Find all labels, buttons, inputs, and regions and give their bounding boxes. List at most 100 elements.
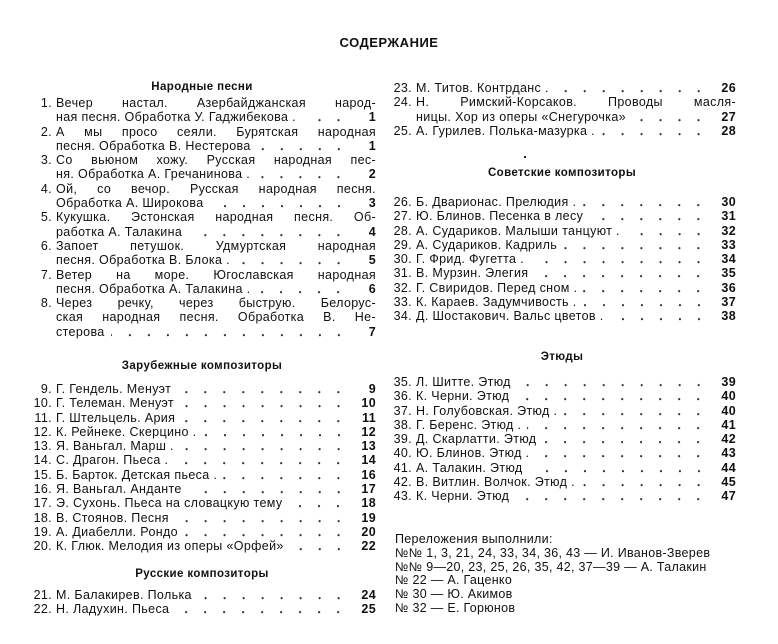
page-title: СОДЕРЖАНИЕ bbox=[339, 35, 439, 50]
entry-title: Г. Свиридов. Перед сном . bbox=[416, 280, 578, 295]
entry-title: Н. Голубовская. Этюд . bbox=[416, 403, 558, 418]
toc-entry: 20. К. Глюк. Мелодия из оперы «Орфей» 22 bbox=[28, 539, 376, 554]
page-number: 5 bbox=[368, 253, 376, 268]
entry-title: Д. Скарлатти. Этюд bbox=[416, 432, 537, 447]
entry-title: Г. Телеман. Менуэт bbox=[56, 396, 174, 411]
page-number: 2 bbox=[368, 167, 376, 182]
dot-leader bbox=[223, 467, 348, 483]
toc-entry: 40. Ю. Блинов. Этюд . 43 bbox=[388, 446, 736, 461]
entry-line: 24. Н. Римский-Корсаков. Проводы масля- bbox=[388, 95, 736, 109]
entry-line: 8. Через речку, через быструю. Белорус- bbox=[28, 296, 376, 310]
entry-line: 11. Г. Штельцель. Ария 11 bbox=[28, 410, 376, 425]
page-number: 26 bbox=[721, 81, 736, 95]
entry-line: 19. А. Диабелли. Рондо 20 bbox=[28, 524, 376, 540]
entry-title: Запоет петушок. Удмуртская народная bbox=[56, 238, 376, 253]
toc-entry: 37. Н. Голубовская. Этюд . 40 bbox=[388, 403, 736, 418]
section-heading: Этюды bbox=[540, 351, 584, 363]
page-number: 28 bbox=[721, 123, 736, 138]
dot-leader bbox=[187, 482, 348, 497]
entry-title: ная песня. Обработка У. Гаджибекова . bbox=[56, 110, 296, 125]
entry-line: песня. Обработка В. Нестерова 1 bbox=[28, 138, 376, 154]
entry-list: 26. Б. Дварионас. Прелюдия . 30 27. Ю. Блино… bbox=[388, 195, 736, 324]
entry-line: 28. А. Судариков. Малыши танцуют . 32 bbox=[388, 223, 736, 238]
entry-line: 30. Г. Фрид. Фугетта . 34 bbox=[388, 252, 736, 267]
entry-list: 21. М. Балакирев. Полька 24 22. Н. Ладухин. … bbox=[28, 588, 376, 617]
entry-number: 41. bbox=[393, 460, 412, 475]
toc-entry: 9. Г. Гендель. Менуэт 9 bbox=[28, 382, 376, 397]
dot-leader bbox=[174, 510, 348, 525]
entry-number: 18. bbox=[33, 510, 52, 525]
entry-title: Кукушка. Эстонская народная песня. Об- bbox=[56, 210, 376, 225]
entry-title: М. Балакирев. Полька bbox=[56, 588, 192, 602]
dot-leader bbox=[631, 109, 708, 124]
toc-entry: 43. К. Черни. Этюд 47 bbox=[388, 489, 736, 504]
toc-entry: 27. Ю. Блинов. Песенка в лесу 31 bbox=[388, 209, 736, 224]
entry-title: Г. Фрид. Фугетта . bbox=[416, 252, 524, 267]
entry-number: 15. bbox=[33, 467, 52, 482]
dot-leader bbox=[209, 196, 348, 211]
arrangement-line: № 30 — Ю. Акимов bbox=[395, 587, 513, 602]
dot-leader bbox=[256, 281, 348, 297]
entry-number: 36. bbox=[393, 389, 412, 404]
section-heading: Народные песни bbox=[151, 81, 253, 93]
toc-entry: 32. Г. Свиридов. Перед сном . 36 bbox=[388, 280, 736, 296]
entry-line: 32. Г. Свиридов. Перед сном . 36 bbox=[388, 280, 736, 296]
entry-title: работка А. Талакина bbox=[56, 224, 183, 239]
toc-entry: 4. Ой, со вечор. Русская народная песня. О… bbox=[28, 182, 376, 211]
entry-number: 33. bbox=[393, 295, 412, 310]
toc-entry: 2. А мы просо сеяли. Бурятская народная пе… bbox=[28, 125, 376, 154]
dot-leader bbox=[179, 396, 348, 411]
entry-line: 43. К. Черни. Этюд 47 bbox=[388, 489, 736, 504]
dot-leader bbox=[197, 588, 348, 603]
toc-entry: 24. Н. Римский-Корсаков. Проводы масля-ни… bbox=[388, 95, 736, 124]
entry-line: 40. Ю. Блинов. Этюд . 43 bbox=[388, 446, 736, 461]
entry-title: Вечер настал. Азербайджанская народ- bbox=[56, 96, 376, 110]
entry-title: К. Караев. Задумчивость . bbox=[416, 295, 577, 310]
arrangements-heading: Переложения выполнили: bbox=[395, 532, 553, 546]
entry-line: 37. Н. Голубовская. Этюд . 40 bbox=[388, 403, 736, 418]
toc-entry: 41. А. Талакин. Этюд 44 bbox=[388, 460, 736, 476]
toc-entry: 16. Я. Ваньгал. Анданте 17 bbox=[28, 482, 376, 497]
entry-number: 39. bbox=[393, 432, 412, 447]
entry-number: 37. bbox=[393, 403, 412, 418]
entry-line: 5. Кукушка. Эстонская народная песня. Об- bbox=[28, 210, 376, 224]
dot-leader bbox=[534, 266, 708, 281]
entry-line: 15. Б. Барток. Детская пьеса . 16 bbox=[28, 467, 376, 483]
entry-number: 16. bbox=[33, 482, 52, 497]
entry-number: 25. bbox=[393, 123, 412, 138]
entry-line: 26. Б. Дварионас. Прелюдия . 30 bbox=[388, 195, 736, 210]
entry-title: Обработка А. Широкова bbox=[56, 196, 204, 211]
dot-leader bbox=[289, 539, 348, 554]
entry-title: Б. Барток. Детская пьеса . bbox=[56, 467, 218, 482]
page-number: 33 bbox=[721, 237, 736, 252]
entry-number: 9. bbox=[40, 382, 52, 396]
toc-entry: 31. В. Мурзин. Элегия 35 bbox=[388, 266, 736, 281]
entry-line: 17. Э. Сухонь. Пьеса на словацкую тему 18 bbox=[28, 496, 376, 511]
entry-line: 35. Л. Шитте. Этюд 39 bbox=[388, 375, 736, 390]
entry-title: Д. Шостакович. Вальс цветов . bbox=[416, 309, 604, 324]
toc-entry: 28. А. Судариков. Малыши танцуют . 32 bbox=[388, 223, 736, 238]
entry-number: 23. bbox=[393, 81, 412, 95]
entry-title: Ю. Блинов. Песенка в лесу bbox=[416, 209, 584, 224]
entry-title: Г. Гендель. Менуэт bbox=[56, 382, 172, 396]
entry-number: 31. bbox=[393, 266, 412, 281]
entry-title: Н. Римский-Корсаков. Проводы масля- bbox=[416, 95, 736, 110]
toc-entry: 22. Н. Ладухин. Пьеса 25 bbox=[28, 602, 376, 617]
page-number: 19 bbox=[361, 510, 376, 525]
entry-list: 9. Г. Гендель. Менуэт 9 10. Г. Телеман. Мену… bbox=[28, 382, 376, 554]
entry-title: В. Витлин. Волчок. Этюд . bbox=[416, 475, 575, 490]
entry-number: 20. bbox=[33, 539, 52, 554]
page-number: 45 bbox=[721, 475, 736, 490]
entry-line: 6. Запоет петушок. Удмуртская народная bbox=[28, 239, 376, 253]
entry-title: К. Рейнеке. Скерцино . bbox=[56, 424, 197, 439]
entry-line: 18. В. Стоянов. Песня 19 bbox=[28, 510, 376, 525]
entry-line: ницы. Хор из оперы «Снегурочка» 27 bbox=[388, 109, 736, 124]
entry-title: ницы. Хор из оперы «Снегурочка» bbox=[416, 109, 626, 124]
entry-number: 21. bbox=[33, 588, 52, 602]
arrangement-line: №№ 1, 3, 21, 24, 33, 34, 36, 43 — И. Ива… bbox=[395, 545, 711, 560]
entry-title: В. Стоянов. Песня bbox=[56, 510, 169, 525]
arrangement-line: № 32 — Е. Горюнов bbox=[395, 600, 516, 615]
page-number: 40 bbox=[721, 389, 736, 404]
entry-line: 13. Я. Ваньгал. Марш . 13 bbox=[28, 439, 376, 454]
page-number: 22 bbox=[361, 539, 376, 554]
